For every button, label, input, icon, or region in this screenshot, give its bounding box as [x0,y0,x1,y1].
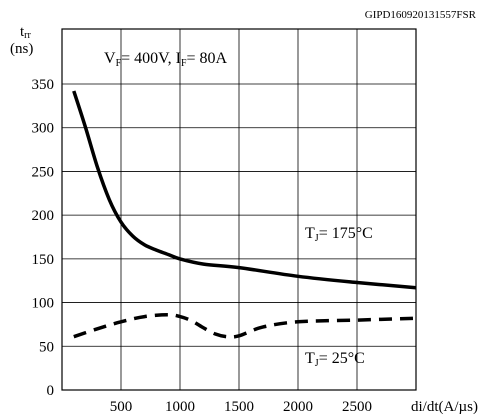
y-tick-label: 150 [32,252,55,268]
x-tick-label: 1000 [165,399,195,415]
y-axis-label: trr [20,24,32,41]
x-tick-label: 500 [110,399,133,415]
y-tick-labels: 0 50 100 150 200 250 300 350 [32,77,55,399]
test-conditions: VF= 400V, IF= 80A [104,50,228,69]
series-label-175c: TJ= 175°C [305,225,373,244]
x-tick-label: 2500 [342,399,372,415]
y-tick-label: 0 [47,383,55,399]
series-label-25c: TJ= 25°C [305,350,365,369]
y-tick-label: 300 [32,121,55,137]
y-tick-label: 50 [39,339,54,355]
x-tick-label: 1500 [224,399,254,415]
grid-lines [62,28,416,390]
data-series [72,90,417,339]
y-axis-unit: (ns) [10,41,33,57]
x-tick-label: 2000 [283,399,313,415]
y-tick-label: 350 [32,77,55,93]
y-tick-label: 100 [32,296,55,312]
figure-code: GIPD160920131557FSR [365,9,477,21]
x-axis-label: di/dt(A/µs) [411,399,478,415]
series-line-25c [73,313,417,339]
y-tick-label: 250 [32,164,55,180]
y-tick-label: 200 [32,208,55,224]
series-line-175c [72,90,417,290]
x-tick-labels: 500 1000 1500 2000 2500 [110,399,372,415]
plot-frame [61,28,417,391]
